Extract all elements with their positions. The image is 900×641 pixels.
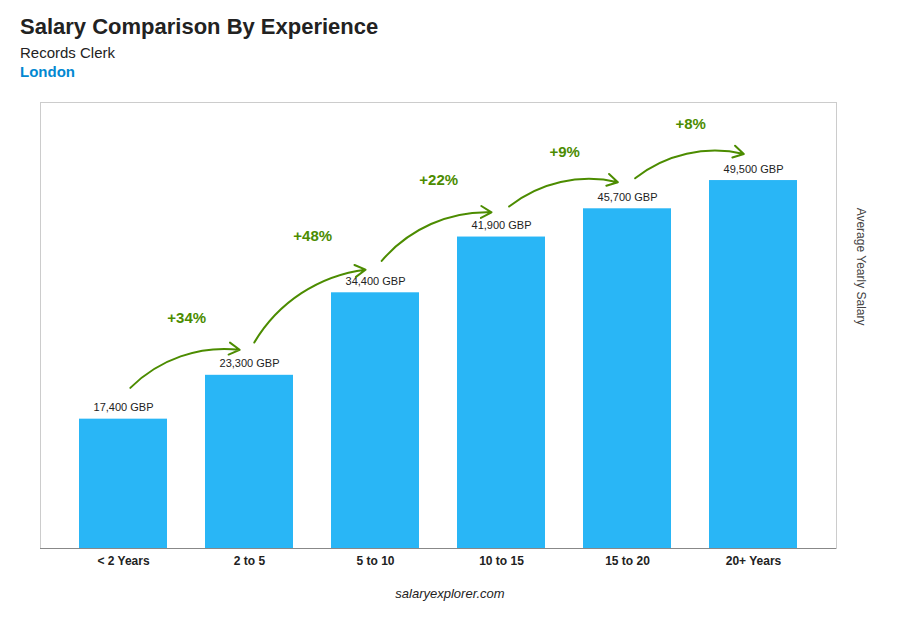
svg-text:+8%: +8% xyxy=(675,115,705,132)
svg-text:49,500 GBP: 49,500 GBP xyxy=(724,163,784,175)
html-text:Records Clerk: Records Clerk xyxy=(20,44,115,61)
svg-text:41,900 GBP: 41,900 GBP xyxy=(472,219,532,231)
svg-text:Average Yearly Salary: Average Yearly Salary xyxy=(854,208,868,326)
html-text:Salary Comparison By Experienc: Salary Comparison By Experience xyxy=(20,14,379,39)
svg-text:+48%: +48% xyxy=(293,227,332,244)
svg-text:23,300 GBP: 23,300 GBP xyxy=(220,357,280,369)
svg-text:+22%: +22% xyxy=(419,171,458,188)
svg-text:15 to 20: 15 to 20 xyxy=(605,554,650,568)
svg-text:10 to 15: 10 to 15 xyxy=(479,554,524,568)
svg-text:2 to 5: 2 to 5 xyxy=(234,554,266,568)
svg-text:34,400 GBP: 34,400 GBP xyxy=(346,275,406,287)
svg-text:20+ Years: 20+ Years xyxy=(726,554,782,568)
html-text:salaryexplorer.com: salaryexplorer.com xyxy=(395,586,505,601)
svg-text:5 to 10: 5 to 10 xyxy=(356,554,394,568)
svg-text:< 2 Years: < 2 Years xyxy=(97,554,149,568)
html-text:London: London xyxy=(20,63,75,80)
svg-text:17,400 GBP: 17,400 GBP xyxy=(94,401,154,413)
svg-text:45,700 GBP: 45,700 GBP xyxy=(598,191,658,203)
svg-text:+34%: +34% xyxy=(167,309,206,326)
svg-text:+9%: +9% xyxy=(549,143,579,160)
